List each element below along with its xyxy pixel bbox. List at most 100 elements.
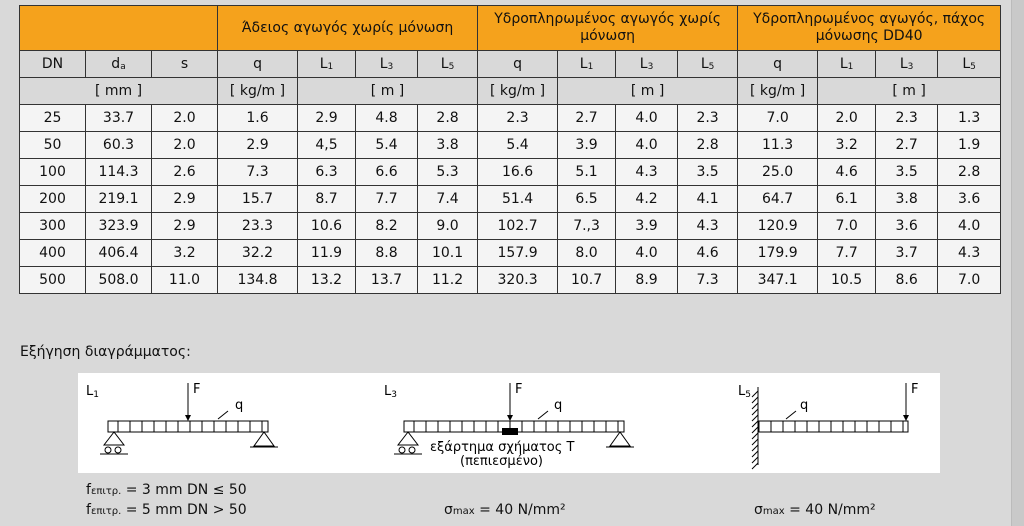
table-cell: 10.6 (297, 212, 357, 240)
table-cell: 50 (19, 131, 86, 159)
force-arrowhead (903, 415, 909, 421)
beam (107, 420, 269, 433)
table-cell: 2.9 (150, 212, 219, 240)
table-cell: 134.8 (217, 266, 299, 294)
table-cell: 2.9 (297, 104, 357, 132)
table-cell: 2.9 (217, 131, 299, 159)
table-row: 25 33.7 2.0 1.6 2.9 4.8 2.8 2.3 2.7 4.0 2.3 7.0 2.0 2… (19, 104, 1002, 132)
table-cell: 508.0 (85, 266, 152, 294)
table-cell: 3.7 (875, 239, 939, 267)
table-cell: 4.1 (677, 185, 739, 213)
pin-support-right (609, 431, 631, 447)
diagram-l1: L1 F q (86, 382, 278, 455)
group-header-filled-pipe: Υδροπληρωμένος αγωγός χωρίς μόνωση (477, 5, 739, 51)
roller (408, 446, 416, 454)
load-ticks (770, 421, 904, 432)
table-cell: 120.9 (737, 212, 819, 240)
table-cell: 4.3 (615, 158, 679, 186)
table-cell: 114.3 (85, 158, 152, 186)
force-label: F (911, 382, 918, 397)
unit-kgm: [ kg/m ] (477, 77, 559, 105)
col-q: q (477, 50, 559, 78)
table-cell: 100 (19, 158, 86, 186)
table-cell: 8.6 (875, 266, 939, 294)
vertical-scrollbar[interactable] (1011, 0, 1024, 526)
col-s: s (150, 50, 219, 78)
pin-support-right (253, 431, 275, 447)
table-cell: 4,5 (297, 131, 357, 159)
table-cell: 25 (19, 104, 86, 132)
force-arrowhead (185, 415, 191, 421)
col-q: q (737, 50, 819, 78)
hatch-line (751, 402, 759, 410)
hatch-line (751, 390, 759, 398)
table-cell: 3.5 (875, 158, 939, 186)
table-cell: 5.3 (417, 158, 479, 186)
force-arrowhead (507, 415, 513, 421)
col-l3: L3 (355, 50, 419, 78)
hatch-line (751, 456, 759, 464)
roller (114, 446, 122, 454)
table-cell: 8.0 (557, 239, 617, 267)
table-cell: 10.5 (817, 266, 877, 294)
hatch-line (751, 414, 759, 422)
hatch-line (751, 408, 759, 416)
unit-kgm: [ kg/m ] (217, 77, 299, 105)
table-cell: 25.0 (737, 158, 819, 186)
table-cell: 2.8 (677, 131, 739, 159)
table-cell: 2.0 (150, 131, 219, 159)
table-cell: 7.0 (937, 266, 1002, 294)
table-cell: 64.7 (737, 185, 819, 213)
load-leader (217, 410, 229, 420)
table-cell: 23.3 (217, 212, 299, 240)
table-cell: 15.7 (217, 185, 299, 213)
unit-m: [ m ] (817, 77, 1002, 105)
table-cell: 1.6 (217, 104, 299, 132)
table-cell: 2.3 (477, 104, 559, 132)
header-blank (18, 5, 219, 51)
table-cell: 7.7 (817, 239, 877, 267)
force-label: F (193, 382, 200, 397)
table-cell: 11.2 (417, 266, 479, 294)
tee-fitting-label: εξάρτημα σχήματος Τ (430, 440, 575, 455)
table-cell: 11.9 (297, 239, 357, 267)
table-cell: 13.7 (355, 266, 419, 294)
col-l3: L3 (615, 50, 679, 78)
diagram-l3: L3 F q εξάρτημα σχήματος Τ (πεπιεσμένο) (384, 382, 634, 469)
table-cell: 1.9 (937, 131, 1002, 159)
table-cell: 10.1 (417, 239, 479, 267)
formula-f-dn-over-50: fεπιτρ. = 5 mm DN > 50 (86, 502, 247, 518)
table-cell: 7.3 (217, 158, 299, 186)
table-cell: 5.1 (557, 158, 617, 186)
table-cell: 6.5 (557, 185, 617, 213)
table-cell: 7.7 (355, 185, 419, 213)
table-cell: 6.6 (355, 158, 419, 186)
table-row: 50 60.3 2.0 2.9 4,5 5.4 3.8 5.4 3.9 4.0 2.8 11.3 3.2… (19, 131, 1002, 159)
unit-kgm: [ kg/m ] (737, 77, 819, 105)
table-cell: 10.7 (557, 266, 617, 294)
load-label: q (235, 398, 243, 413)
formula-sigma-max-l3: σmax = 40 N/mm² (444, 502, 566, 518)
table-cell: 5.4 (355, 131, 419, 159)
table-cell: 2.7 (557, 104, 617, 132)
table-cell: 3.5 (677, 158, 739, 186)
roller (104, 446, 112, 454)
load-label: q (554, 398, 562, 413)
table-cell: 3.6 (875, 212, 939, 240)
diagram-legend-title: Εξήγηση διαγράμματος: (20, 344, 191, 360)
table-cell: 4.3 (937, 239, 1002, 267)
unit-mm: [ mm ] (18, 77, 219, 105)
table-cell: 500 (19, 266, 86, 294)
beam-diagrams: L1 F q L3 F q (78, 373, 940, 473)
table-cell: 2.0 (817, 104, 877, 132)
unit-m: [ m ] (297, 77, 479, 105)
table-cell: 157.9 (477, 239, 559, 267)
table-row: 100 114.3 2.6 7.3 6.3 6.6 5.3 16.6 5.1 4.3 3.5 25.0… (19, 158, 1002, 186)
col-da: da (85, 50, 152, 78)
table-cell: 2.7 (875, 131, 939, 159)
table-cell: 51.4 (477, 185, 559, 213)
table-cell: 6.1 (817, 185, 877, 213)
table-cell: 7.,3 (557, 212, 617, 240)
hatch-line (751, 450, 759, 458)
